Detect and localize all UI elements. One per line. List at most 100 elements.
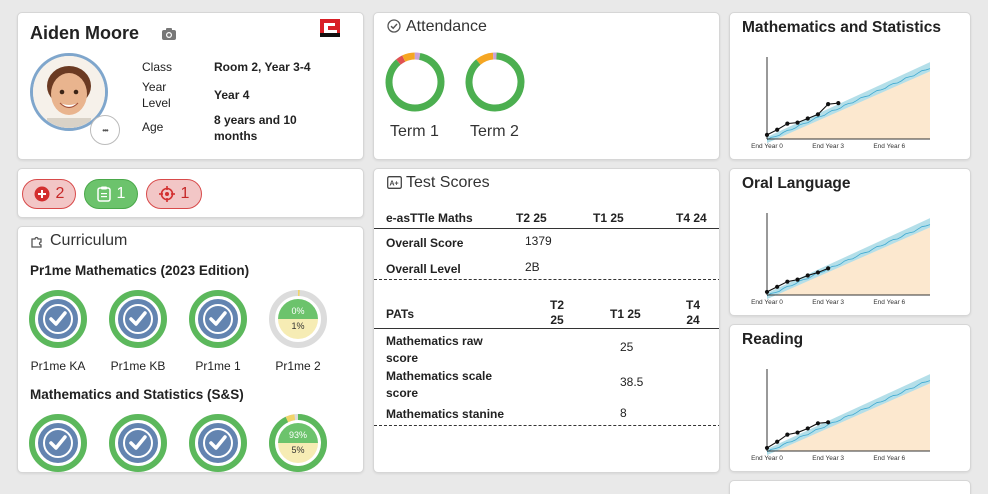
avatar-more-button[interactable]: ••• — [90, 115, 120, 145]
ring-outline — [109, 414, 167, 472]
student-point[interactable] — [785, 121, 790, 126]
completed-ring[interactable] — [188, 289, 248, 349]
x-tick-label: End Year 6 — [873, 143, 905, 150]
pats-col-header: T2 25 — [549, 298, 564, 327]
progress-chart: End Year 0 End Year 3 End Year 6 — [751, 213, 931, 306]
score-row-label: Mathematics raw score — [386, 334, 483, 365]
student-point[interactable] — [775, 284, 780, 289]
checkmark-circle — [43, 304, 73, 334]
progress-chart-card[interactable]: Reading End Year 0 End Year 3 End Year 6 — [729, 324, 971, 472]
completed-ring[interactable] — [188, 413, 248, 473]
student-point[interactable] — [836, 101, 841, 106]
student-point[interactable] — [785, 432, 790, 437]
ring-outline — [109, 290, 167, 348]
completed-ring[interactable] — [28, 289, 88, 349]
student-point[interactable] — [805, 116, 810, 121]
green-percent: 93% — [289, 430, 307, 440]
curriculum-card: Curriculum Pr1me Mathematics (2023 Editi… — [17, 226, 364, 473]
median-line — [766, 224, 931, 297]
class-label: Class — [142, 60, 173, 74]
avatar[interactable] — [30, 53, 108, 131]
x-tick-label: End Year 0 — [751, 299, 783, 306]
curriculum-section-title: Mathematics and Statistics (S&S) — [30, 387, 244, 402]
completed-ring[interactable] — [108, 289, 168, 349]
ring-top-half — [278, 299, 318, 319]
plus-badge-count: 2 — [55, 185, 65, 202]
student-point[interactable] — [764, 289, 770, 295]
attendance-title: Attendance — [406, 18, 487, 35]
ring-label: Pr1me KA — [30, 359, 86, 373]
divider — [374, 279, 719, 280]
ring-progress-yellow — [285, 414, 296, 423]
score-value: 1379 — [525, 234, 552, 248]
school-logo-icon — [320, 19, 340, 42]
student-point[interactable] — [795, 120, 800, 125]
checkmark-circle — [203, 304, 233, 334]
student-point[interactable] — [795, 277, 800, 282]
student-point[interactable] — [815, 421, 821, 426]
grade-icon: A+ — [387, 176, 402, 194]
checkmark-circle — [43, 428, 73, 458]
x-tick-label: End Year 0 — [751, 143, 783, 150]
age-label: Age — [142, 120, 164, 134]
attendance-segment-late — [476, 52, 494, 65]
student-point[interactable] — [764, 445, 770, 451]
ring-bottom-half — [278, 443, 318, 463]
easttle-col-header: T4 24 — [676, 211, 707, 225]
progress-ring[interactable]: 93% 5% — [268, 413, 328, 473]
student-point[interactable] — [815, 270, 821, 275]
student-point[interactable] — [826, 266, 831, 271]
checkmark-icon — [209, 435, 227, 450]
checkmark-circle — [203, 428, 233, 458]
x-tick-label: End Year 3 — [812, 143, 844, 150]
pats-heading: PATs — [386, 307, 415, 321]
x-tick-label: End Year 6 — [873, 299, 905, 306]
target-badge-count: 1 — [180, 185, 190, 202]
student-point[interactable] — [826, 420, 831, 425]
student-point[interactable] — [805, 426, 810, 431]
score-row-label: Overall Level — [386, 262, 461, 276]
puzzle-icon — [30, 233, 45, 253]
divider — [374, 228, 719, 229]
checkmark-circle — [123, 304, 153, 334]
target-icon — [158, 186, 175, 202]
score-row-label: Mathematics scale score — [386, 369, 493, 400]
student-point[interactable] — [775, 439, 780, 444]
progress-chart-card[interactable]: Oral Language End Year 0 End Year 3 End Ye… — [729, 168, 971, 316]
class-value: Room 2, Year 3-4 — [214, 60, 311, 74]
camera-icon[interactable] — [161, 27, 177, 46]
completed-ring[interactable] — [108, 413, 168, 473]
yellow-percent: 1% — [291, 321, 304, 331]
ring-label: Pr1me 2 — [275, 359, 321, 373]
score-row-label: Overall Score — [386, 236, 464, 250]
pats-col-header: T1 25 — [610, 307, 641, 321]
progress-chart-card[interactable]: Mathematics and Statistics End Year 0 End… — [729, 12, 971, 160]
pats-col-header: T4 24 — [685, 298, 700, 327]
ring-progress-green — [269, 414, 327, 472]
student-point[interactable] — [805, 273, 810, 278]
student-point[interactable] — [785, 279, 790, 284]
divider — [374, 328, 719, 329]
student-point[interactable] — [815, 112, 821, 117]
svg-text:A+: A+ — [390, 181, 399, 188]
completed-ring[interactable] — [28, 413, 88, 473]
score-value: 8 — [620, 406, 627, 420]
checkmark-icon — [129, 311, 147, 326]
progress-chart: End Year 0 End Year 3 End Year 6 — [751, 57, 931, 150]
student-point[interactable] — [764, 132, 770, 137]
plus-badge[interactable]: 2 — [22, 179, 76, 209]
clipboard-badge[interactable]: 1 — [84, 179, 138, 209]
chart-title: Oral Language — [742, 175, 851, 192]
attendance-donut[interactable] — [464, 51, 526, 113]
attendance-donut[interactable] — [384, 51, 446, 113]
term-label[interactable]: Term 2 — [470, 123, 519, 140]
progress-chart-card[interactable] — [729, 480, 971, 494]
median-line — [766, 380, 931, 453]
term-label[interactable]: Term 1 — [390, 123, 439, 140]
progress-ring[interactable]: 0% 1% — [268, 289, 328, 349]
checkmark-icon — [209, 311, 227, 326]
target-badge[interactable]: 1 — [146, 179, 202, 209]
student-point[interactable] — [826, 102, 831, 107]
student-point[interactable] — [795, 430, 800, 435]
student-point[interactable] — [775, 127, 780, 132]
